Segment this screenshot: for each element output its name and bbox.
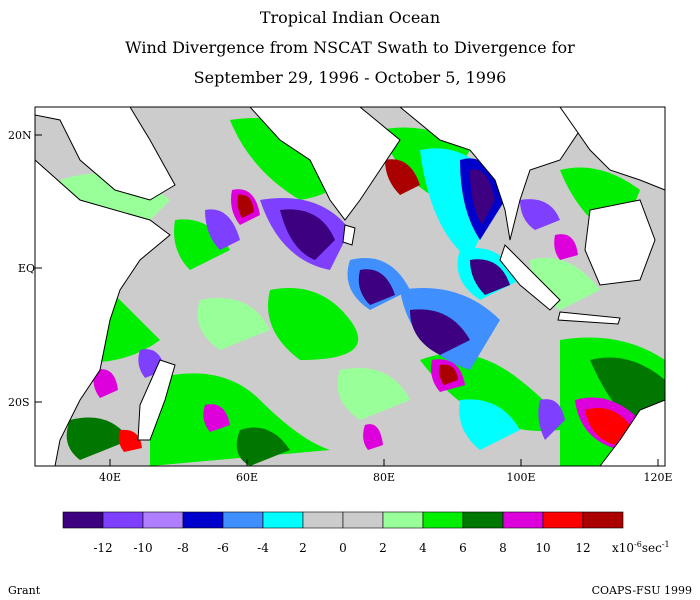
divergence-region (385, 159, 420, 195)
land-java (557, 311, 621, 325)
colorbar-labels: -12 -10 -8 -6 -4 2 0 2 4 6 8 10 12 (93, 541, 590, 555)
divergence-region (554, 234, 578, 260)
lat-ticks (35, 134, 42, 403)
divergence-region (237, 194, 254, 218)
divergence-region (337, 368, 410, 420)
colorbar-swatch (422, 511, 464, 529)
divergence-region (93, 369, 118, 398)
colorbar-tick-label: 8 (499, 541, 507, 555)
divergence-region (459, 399, 520, 450)
colorbar-tick-label: 6 (459, 541, 467, 555)
lat-label: EQ (18, 262, 35, 275)
lon-label: 60E (236, 471, 258, 484)
colorbar-tick-label: -8 (177, 541, 189, 555)
divergence-region (470, 259, 510, 295)
colorbar-swatch (182, 511, 224, 529)
colorbar-swatch (542, 511, 584, 529)
colorbar-tick-label: 4 (419, 541, 427, 555)
footer-credit: COAPS-FSU 1999 (591, 584, 692, 597)
divergence-region (439, 364, 458, 385)
colorbar-tick-label: 0 (339, 541, 347, 555)
lon-label: 80E (373, 471, 395, 484)
divergence-region (358, 269, 395, 305)
colorbar-tick-label: -4 (257, 541, 269, 555)
colorbar-swatch (302, 511, 344, 529)
colorbar-swatch (142, 511, 184, 529)
divergence-region (538, 399, 565, 440)
colorbar-swatch (102, 511, 144, 529)
divergence-region (205, 209, 240, 250)
colorbar-tick-label: 12 (575, 541, 590, 555)
colorbar-swatch (502, 511, 544, 529)
divergence-region (585, 407, 630, 445)
divergence-region (236, 427, 290, 466)
divergence-region (268, 288, 359, 360)
divergence-region (410, 309, 470, 355)
colorbar-swatch (342, 511, 384, 529)
lon-label: 100E (506, 471, 535, 484)
colorbar-swatch (222, 511, 264, 529)
land-sumatra (499, 244, 561, 311)
map-title: Tropical Indian Ocean (259, 8, 441, 27)
colorbar-swatch (262, 511, 304, 529)
land-india (248, 106, 401, 221)
divergence-region (150, 373, 330, 466)
colorbar-tick-label: -10 (133, 541, 152, 555)
lat-label: 20S (8, 396, 30, 409)
divergence-field (40, 118, 665, 466)
lon-label: 40E (99, 471, 121, 484)
divergence-region (203, 404, 230, 432)
colorbar-tick-label: 10 (535, 541, 550, 555)
divergence-region (470, 169, 495, 225)
land-arabia (34, 106, 176, 201)
colorbar-swatch (62, 511, 104, 529)
colorbar-swatch (462, 511, 504, 529)
divergence-region (363, 424, 383, 450)
land (34, 106, 666, 467)
plot-frame (34, 106, 666, 467)
divergence-region (280, 209, 335, 260)
lat-label: 20N (8, 129, 32, 142)
lon-label: 120E (643, 471, 672, 484)
colorbar-units: x10-6sec-1 (612, 540, 670, 555)
colorbar-tick-label: 2 (379, 541, 387, 555)
colorbar-swatch (582, 511, 624, 529)
divergence-region (66, 417, 130, 460)
divergence-region (118, 429, 142, 452)
map-date-range: September 29, 1996 - October 5, 1996 (193, 68, 507, 87)
lon-ticks (109, 459, 659, 466)
map-subtitle: Wind Divergence from NSCAT Swath to Dive… (125, 38, 575, 57)
footer-author: Grant (8, 584, 41, 597)
land-madagascar (137, 359, 176, 441)
colorbar-tick-label: 2 (299, 541, 307, 555)
divergence-region (197, 298, 270, 350)
colorbar (62, 511, 624, 529)
colorbar-tick-label: -12 (93, 541, 112, 555)
land-sri-lanka (342, 224, 356, 246)
land-borneo (584, 199, 656, 286)
colorbar-tick-label: -6 (217, 541, 229, 555)
colorbar-swatch (382, 511, 424, 529)
divergence-region (520, 199, 560, 230)
